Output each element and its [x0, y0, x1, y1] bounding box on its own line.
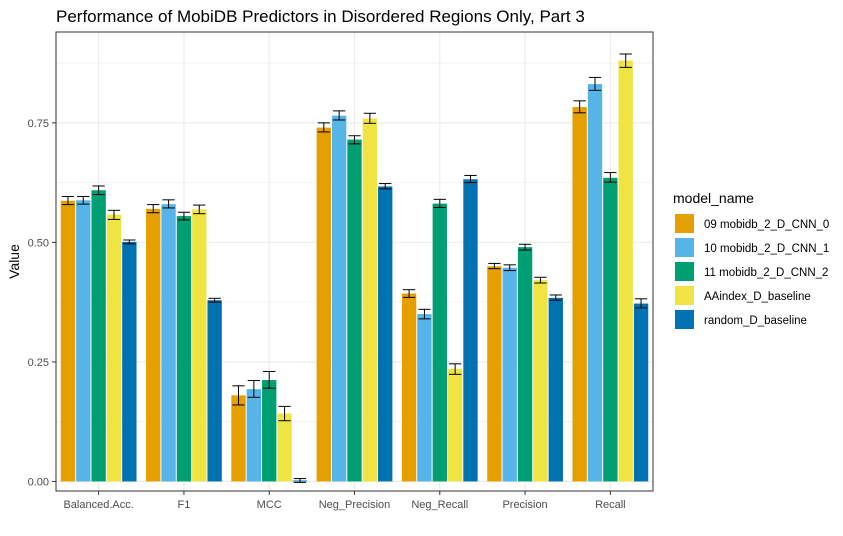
bar [122, 241, 137, 482]
bar [316, 127, 331, 482]
x-tick-label: Balanced.Acc. [63, 499, 133, 511]
bar [231, 395, 246, 482]
y-tick-label: 0.00 [28, 476, 49, 488]
legend-swatch [675, 310, 694, 329]
x-tick-label: Neg_Recall [411, 499, 468, 511]
y-axis-title: Value [6, 244, 22, 279]
legend-swatch [675, 238, 694, 257]
bar [633, 303, 649, 482]
bar [331, 115, 347, 482]
y-axis: 0.00 0.25 0.50 0.75 [28, 118, 56, 488]
legend-item-label: 10 mobidb_2_D_CNN_1 [704, 243, 829, 255]
bar [146, 208, 161, 482]
bar [60, 200, 76, 482]
legend-item-label: 09 mobidb_2_D_CNN_0 [704, 219, 829, 231]
x-tick-label: MCC [257, 499, 282, 511]
legend-swatch [675, 262, 694, 281]
bar [192, 209, 207, 482]
bars [60, 60, 649, 482]
bar [487, 266, 502, 482]
bar [463, 179, 478, 482]
legend-swatch [675, 214, 694, 233]
bar [246, 389, 262, 482]
x-tick-label: Neg_Precision [319, 499, 391, 511]
x-tick-label: F1 [178, 499, 191, 511]
bar [347, 139, 362, 482]
bar [447, 369, 463, 482]
bar [277, 413, 292, 482]
bar [548, 297, 563, 482]
y-tick-label: 0.25 [28, 357, 49, 369]
bar [262, 380, 277, 482]
bar [76, 200, 91, 482]
bar [572, 107, 587, 482]
legend-swatch [675, 286, 694, 305]
legend-item-label: random_D_baseline [704, 315, 807, 327]
legend-item-label: AAindex_D_baseline [704, 291, 811, 303]
bar [161, 204, 176, 482]
bar [91, 190, 106, 482]
bar [401, 293, 417, 482]
bar [502, 267, 517, 482]
bar [176, 216, 192, 482]
bar [618, 60, 633, 482]
bar [207, 300, 222, 482]
legend-title: model_name [673, 190, 754, 206]
x-axis: Balanced.Acc. F1 MCC Neg_Precision Neg_Recal… [63, 491, 626, 511]
bar [517, 247, 533, 482]
bar [432, 203, 447, 482]
bar [417, 314, 432, 482]
error-bars [61, 53, 648, 483]
bar [378, 186, 393, 482]
bar [106, 214, 122, 482]
y-tick-label: 0.75 [28, 118, 49, 130]
chart-title: Performance of MobiDB Predictors in Diso… [56, 7, 585, 26]
bar [587, 84, 603, 482]
x-tick-label: Recall [595, 499, 626, 511]
bar [533, 280, 548, 482]
legend-item-label: 11 mobidb_2_D_CNN_2 [704, 267, 828, 279]
legend: model_name 09 mobidb_2_D_CNN_0 10 mobidb_… [673, 190, 829, 329]
bar [362, 118, 378, 482]
y-tick-label: 0.50 [28, 237, 49, 249]
x-tick-label: Precision [502, 499, 547, 511]
bar [603, 177, 618, 482]
